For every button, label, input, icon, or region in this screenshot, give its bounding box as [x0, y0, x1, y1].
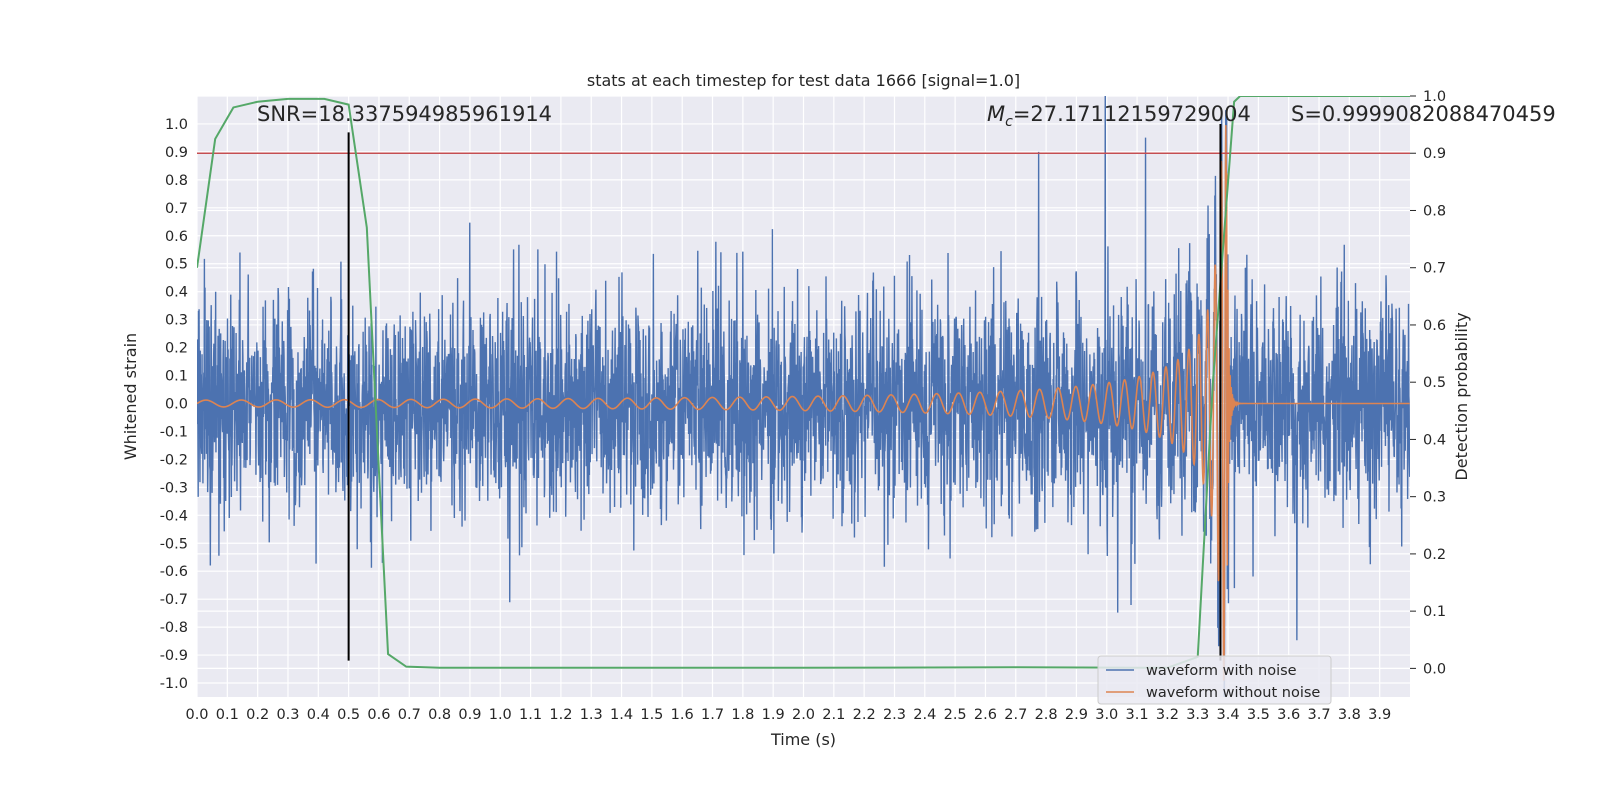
- x-tick-label: 0.2: [246, 707, 269, 723]
- x-tick-label: 3.8: [1338, 707, 1361, 723]
- x-tick-label: 1.4: [610, 707, 633, 723]
- x-tick-label: 2.2: [853, 707, 876, 723]
- x-tick-label: 1.2: [549, 707, 572, 723]
- y-axis-label-right: Detection probability: [1452, 312, 1471, 480]
- x-tick-label: 0.5: [337, 707, 360, 723]
- x-tick-label: 0.3: [276, 707, 299, 723]
- x-tick-label: 3.9: [1368, 707, 1391, 723]
- chart-title: stats at each timestep for test data 166…: [587, 71, 1020, 90]
- snr-annotation: SNR=18.337594985961914: [257, 102, 552, 126]
- y-tick-label-right: 0.9: [1423, 146, 1446, 162]
- x-tick-label: 1.8: [731, 707, 754, 723]
- x-tick-label: 2.4: [913, 707, 936, 723]
- x-tick-label: 0.9: [458, 707, 481, 723]
- y-tick-label-right: 0.0: [1423, 661, 1446, 677]
- x-tick-label: 3.4: [1217, 707, 1240, 723]
- x-tick-label: 3.3: [1186, 707, 1209, 723]
- y-tick-label: -0.7: [160, 592, 188, 608]
- y-tick-label-right: 0.7: [1423, 261, 1446, 277]
- x-tick-label: 2.8: [1035, 707, 1058, 723]
- x-tick-label: 3.6: [1277, 707, 1300, 723]
- x-tick-label: 3.2: [1156, 707, 1179, 723]
- y-tick-label: -0.2: [160, 452, 188, 468]
- x-tick-label: 0.1: [216, 707, 239, 723]
- x-tick-label: 0.7: [398, 707, 421, 723]
- y-tick-label: 0.5: [165, 257, 188, 273]
- y-tick-label: -0.1: [160, 424, 188, 440]
- y-tick-label-right: 0.2: [1423, 547, 1446, 563]
- x-tick-label: 2.5: [944, 707, 967, 723]
- y-tick-label: 1.0: [165, 117, 188, 133]
- y-tick-label: 0.7: [165, 201, 188, 217]
- x-tick-label: 1.3: [580, 707, 603, 723]
- x-tick-label: 2.7: [1004, 707, 1027, 723]
- y-tick-label: 0.4: [165, 285, 188, 301]
- x-tick-label: 0.6: [367, 707, 390, 723]
- y-tick-label: -0.5: [160, 536, 188, 552]
- y-tick-label: -0.9: [160, 648, 188, 664]
- y-tick-label: 0.0: [165, 396, 188, 412]
- x-tick-label: 1.5: [640, 707, 663, 723]
- chirp-mass-value: =27.17112159729004: [1013, 102, 1251, 126]
- y-tick-label: -0.4: [160, 508, 188, 524]
- chart-figure: 1.0 0.9 0.8 0.7 0.6 0.5 0.4 0.3 0.2 0.1 0.0 -0.1 -0.…: [0, 0, 1600, 800]
- y-tick-label: -1.0: [160, 676, 188, 692]
- x-tick-label: 3.1: [1126, 707, 1149, 723]
- x-tick-label: 0.8: [428, 707, 451, 723]
- y-tick-label: -0.8: [160, 620, 188, 636]
- x-tick-label: 3.7: [1307, 707, 1330, 723]
- y-tick-label-right: 0.8: [1423, 203, 1446, 219]
- y-tick-label-right: 0.6: [1423, 318, 1446, 334]
- x-tick-label: 2.0: [792, 707, 815, 723]
- y-tick-label: -0.6: [160, 564, 188, 580]
- y-tick-label-right: 0.4: [1423, 432, 1446, 448]
- y-tick-label: 0.1: [165, 369, 188, 385]
- x-tick-label: 2.9: [1065, 707, 1088, 723]
- y-tick-label-right: 0.3: [1423, 490, 1446, 506]
- y-tick-label: 0.8: [165, 173, 188, 189]
- x-tick-label: 3.0: [1095, 707, 1118, 723]
- x-tick-label: 1.1: [519, 707, 542, 723]
- y-axis-label: Whitened strain: [121, 333, 140, 460]
- x-tick-label: 0.4: [307, 707, 330, 723]
- score-annotation: S=0.9999082088470459: [1291, 102, 1556, 126]
- y-tick-label-right: 0.5: [1423, 375, 1446, 391]
- x-axis-ticks: 0.0 0.1 0.2 0.3 0.4 0.5 0.6 0.7 0.8 0.9 1.0 1.1 1.2 1…: [185, 707, 1391, 723]
- legend-label: waveform with noise: [1146, 663, 1297, 679]
- x-tick-label: 1.0: [489, 707, 512, 723]
- x-tick-label: 3.5: [1247, 707, 1270, 723]
- x-tick-label: 0.0: [185, 707, 208, 723]
- legend-label: waveform without noise: [1146, 685, 1320, 701]
- y-tick-label-right: 0.1: [1423, 604, 1446, 620]
- y-tick-label: -0.3: [160, 480, 188, 496]
- y-axis-ticks-right: 1.00.90.80.70.60.50.40.30.20.10.0: [1410, 89, 1446, 677]
- x-tick-label: 2.6: [974, 707, 997, 723]
- y-tick-label: 0.9: [165, 145, 188, 161]
- x-tick-label: 2.3: [883, 707, 906, 723]
- x-tick-label: 1.7: [701, 707, 724, 723]
- legend: waveform with noise waveform without nois…: [1098, 656, 1331, 704]
- x-axis-label: Time (s): [770, 730, 836, 749]
- y-tick-label: 0.2: [165, 341, 188, 357]
- x-tick-label: 1.6: [671, 707, 694, 723]
- y-tick-label: 0.6: [165, 229, 188, 245]
- chirp-mass-symbol: M: [987, 102, 1005, 126]
- x-tick-label: 1.9: [762, 707, 785, 723]
- y-axis-ticks-left: 1.0 0.9 0.8 0.7 0.6 0.5 0.4 0.3 0.2 0.1 0.0 -0.1 -0.…: [160, 117, 188, 692]
- y-tick-label: 0.3: [165, 313, 188, 329]
- chirp-mass-annotation: Mc=27.17112159729004: [987, 102, 1251, 130]
- x-tick-label: 2.1: [822, 707, 845, 723]
